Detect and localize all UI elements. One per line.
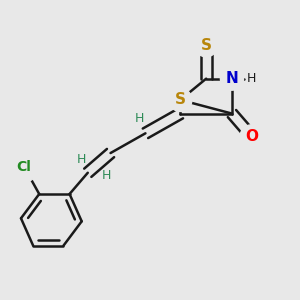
- Circle shape: [169, 88, 192, 111]
- Circle shape: [9, 152, 39, 182]
- Text: O: O: [245, 129, 258, 144]
- Text: S: S: [175, 92, 186, 107]
- Text: Cl: Cl: [16, 160, 32, 174]
- Text: N: N: [226, 71, 238, 86]
- Text: H: H: [77, 153, 86, 166]
- Text: H: H: [101, 169, 111, 182]
- Text: H: H: [247, 72, 256, 85]
- Text: H: H: [135, 112, 144, 124]
- Text: S: S: [201, 38, 212, 53]
- Circle shape: [220, 67, 244, 90]
- Circle shape: [195, 34, 218, 57]
- Circle shape: [240, 125, 263, 148]
